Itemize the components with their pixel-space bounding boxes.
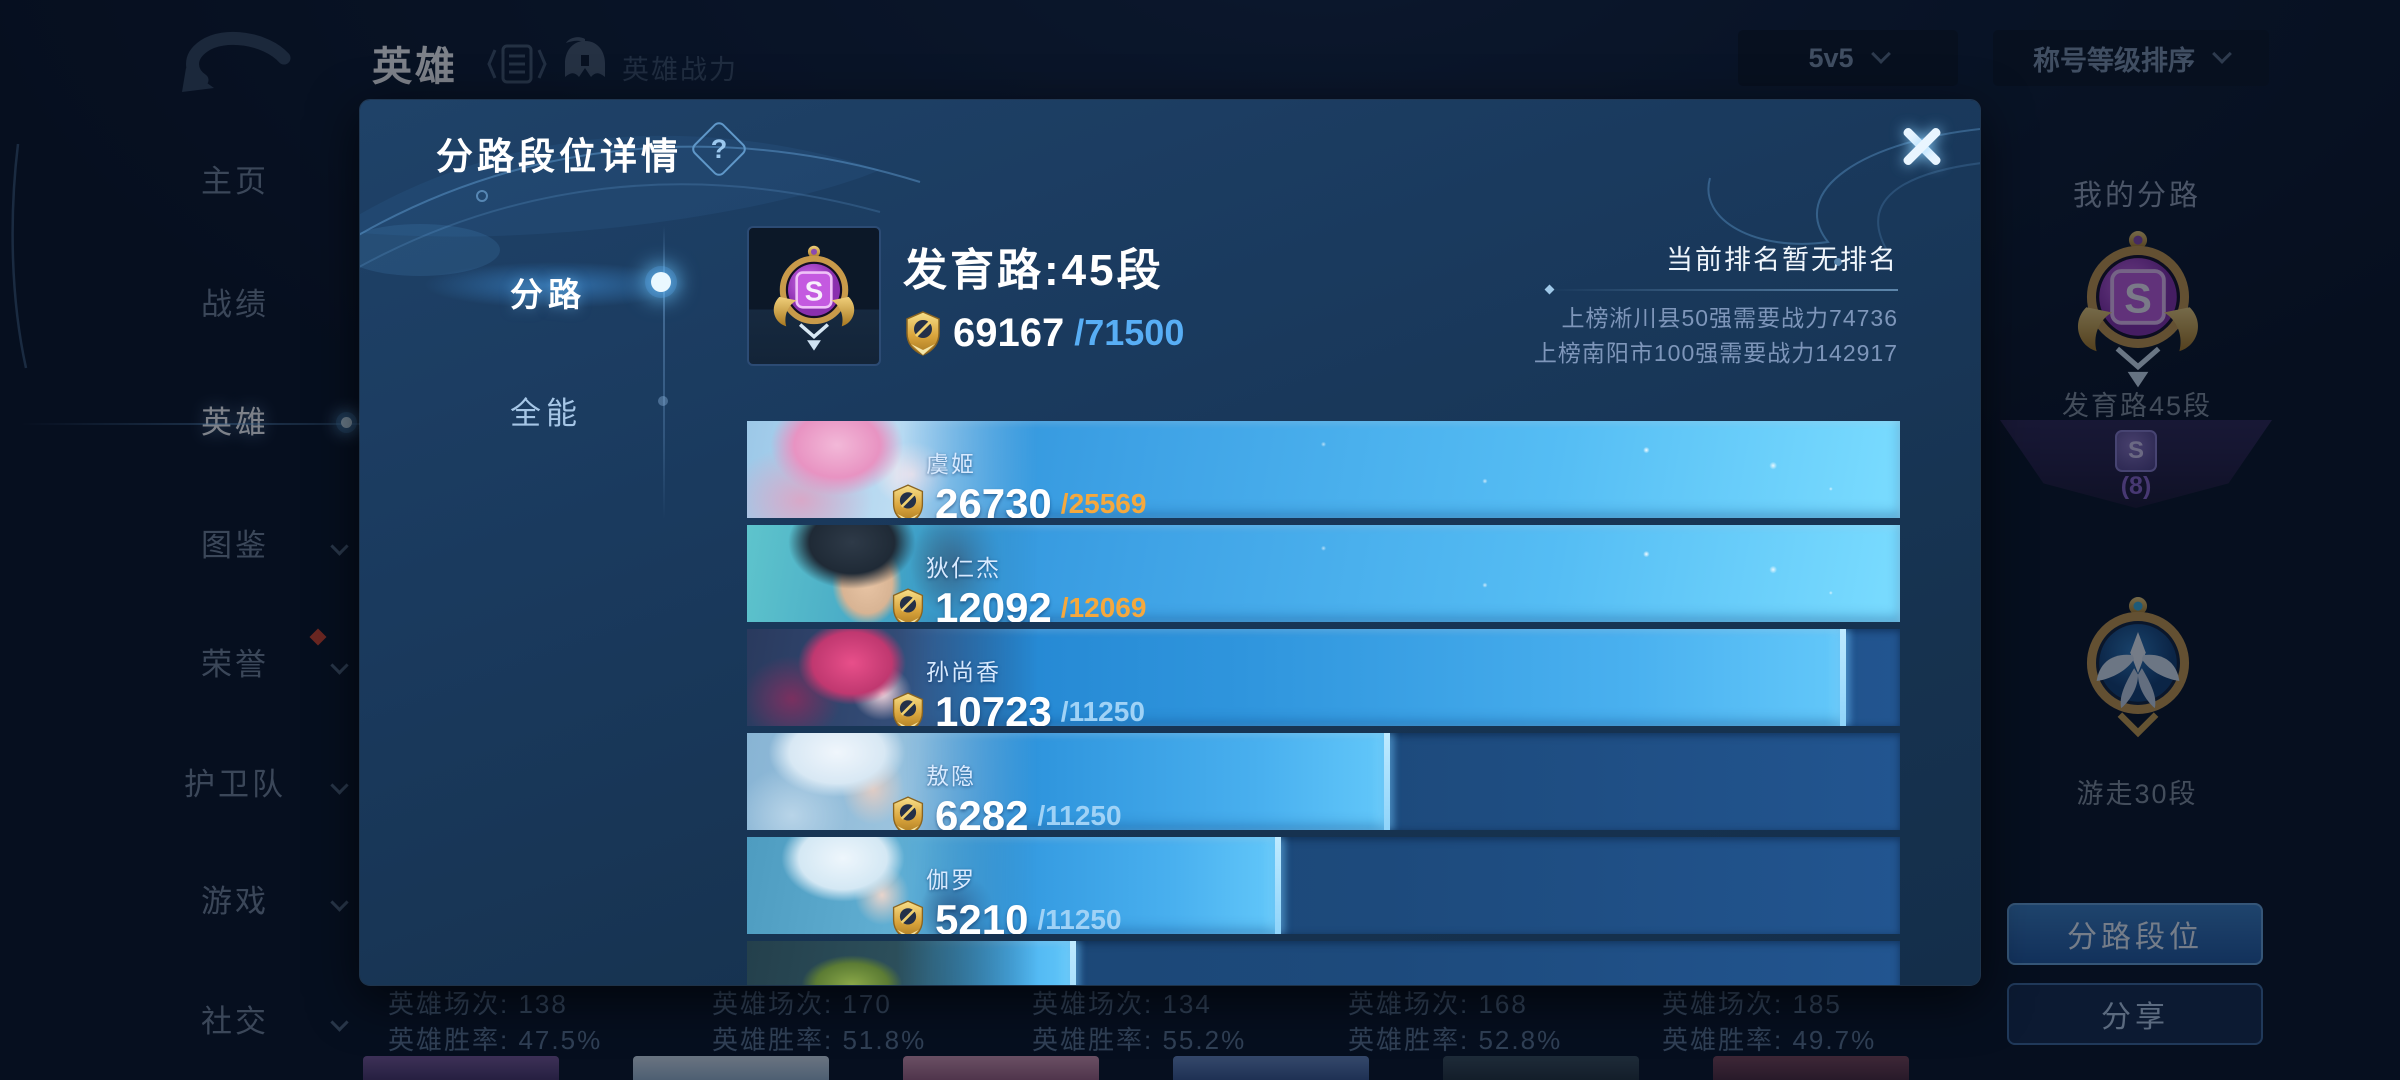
current-ranking-note: 当前排名暂无排名 (1666, 245, 1898, 275)
close-icon[interactable] (1896, 120, 1948, 172)
tab-divider-line (663, 226, 665, 520)
svg-text:S: S (805, 275, 824, 306)
hero-power-row[interactable]: 虞姬 26730 /25569 (747, 421, 1900, 518)
hero-power-value: 12092 (935, 584, 1052, 622)
power-shield-icon (892, 692, 924, 726)
lane-rank-detail-modal: 分路段位详情 ? 分路 全能 S (359, 99, 1981, 986)
hero-bar-text: 虞姬 26730 /25569 (890, 445, 1146, 518)
hero-name: 狄仁杰 (926, 555, 1001, 581)
hero-power-row[interactable]: 伽罗 5210 /11250 (747, 837, 1900, 934)
hero-bar-text: 敖隐 6282 /11250 (890, 757, 1122, 830)
lane-score-max: /71500 (1074, 312, 1185, 353)
rank-badge-tile: S (747, 226, 881, 366)
hero-power-max: /11250 (1060, 696, 1145, 726)
hero-bar-text: 伽罗 5210 /11250 (890, 861, 1122, 934)
lane-rank-title: 发育路:45段 (903, 246, 1164, 295)
hero-power-value: 26730 (935, 480, 1052, 518)
hero-name: 敖隐 (926, 763, 976, 789)
power-shield-icon (892, 796, 924, 830)
hero-portrait (747, 941, 1047, 985)
tab-lane[interactable]: 分路 (510, 276, 586, 313)
ranking-divider (1546, 289, 1898, 291)
hero-power-max: /25569 (1060, 488, 1147, 518)
ranking-requirement-city: 上榜南阳市100强需要战力142917 (1533, 340, 1898, 366)
hero-bar-text: 孙尚香 10723 /11250 (890, 653, 1145, 726)
lane-score-line: 69167 /71500 (903, 310, 1184, 356)
hero-name: 孙尚香 (926, 659, 1001, 685)
hero-power-value: 5210 (935, 896, 1029, 934)
ranking-requirement-county: 上榜淅川县50强需要战力74736 (1561, 305, 1898, 331)
hero-power-max: /11250 (1037, 904, 1122, 934)
lane-score-value: 69167 (953, 310, 1065, 355)
hero-power-row[interactable]: 孙尚香 10723 /11250 (747, 629, 1900, 726)
farm-lane-badge-icon: S (773, 245, 855, 351)
hero-name: 伽罗 (926, 867, 976, 893)
hero-power-row[interactable]: 敖隐 6282 /11250 (747, 733, 1900, 830)
active-tab-indicator-dot (651, 272, 671, 292)
modal-title: 分路段位详情 (436, 136, 682, 177)
power-shield-icon (892, 900, 924, 934)
hero-bar-text: 狄仁杰 12092 /12069 (890, 549, 1146, 622)
power-shield-icon (892, 484, 924, 518)
active-tab-glow (388, 256, 694, 314)
hero-power-max: /11250 (1037, 800, 1122, 830)
hero-power-max: /12069 (1060, 592, 1147, 622)
hero-power-list: 虞姬 26730 /25569 (747, 421, 1900, 985)
hero-power-value: 6282 (935, 792, 1029, 830)
hero-name: 虞姬 (926, 451, 976, 477)
power-shield-icon (906, 311, 940, 356)
power-shield-icon (892, 588, 924, 622)
hero-power-row[interactable] (747, 941, 1900, 985)
inactive-tab-dot (658, 396, 668, 406)
hero-power-row[interactable]: 狄仁杰 12092 /12069 (747, 525, 1900, 622)
tab-all-round[interactable]: 全能 (510, 396, 582, 431)
hero-power-value: 10723 (935, 688, 1052, 726)
